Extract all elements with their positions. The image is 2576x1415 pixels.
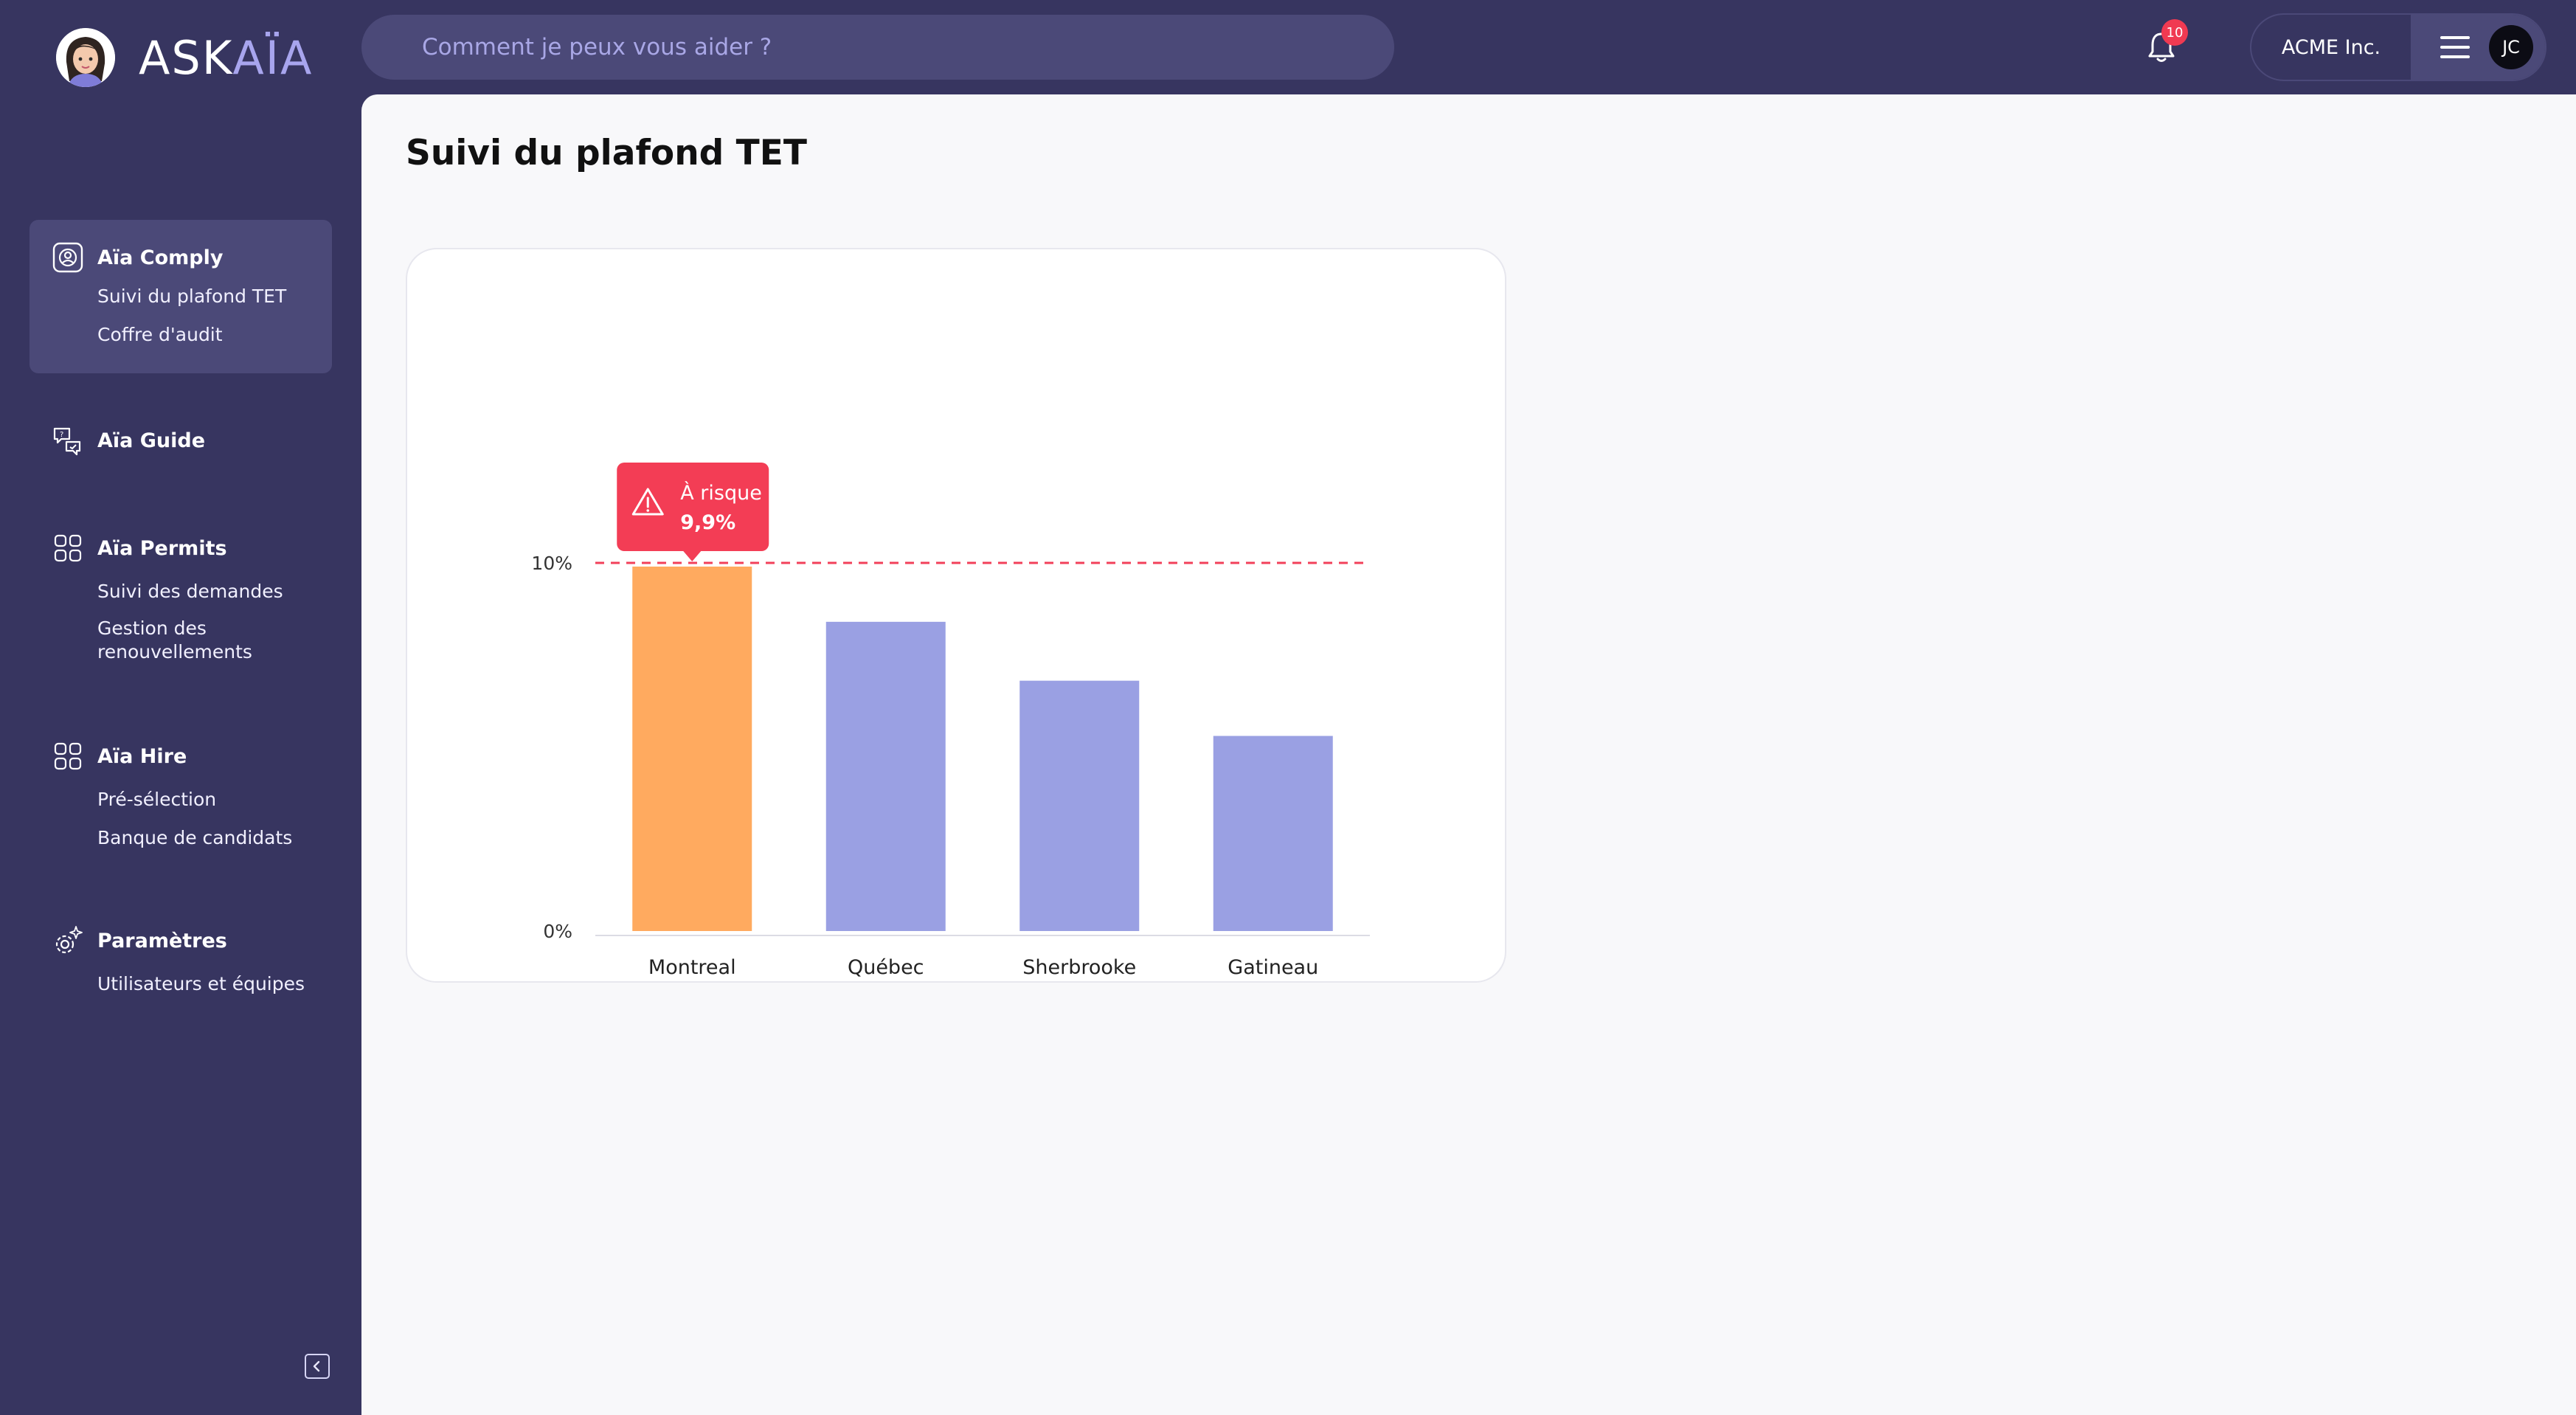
sidebar-item-aia-permits[interactable]: Aïa Permits [30,528,332,568]
y-tick-label: 0% [543,921,572,942]
main-content: Suivi du plafond TET 0% 10% Montreal Québec… [361,94,2576,1415]
grid-icon [54,534,82,562]
sidebar-group-parametres: Paramètres Utilisateurs et équipes [30,921,332,1009]
page-title: Suivi du plafond TET [406,133,807,173]
sidebar-item-pre-selection[interactable]: Pré-sélection [97,789,217,810]
sidebar-group-title: Paramètres [97,929,227,952]
user-avatar[interactable]: JC [2489,25,2533,69]
menu-icon[interactable] [2440,36,2470,58]
warning-icon [631,488,664,516]
risk-callout-label: À risque [680,481,762,505]
chat-bubbles-icon: ? [53,427,81,456]
bar-gatineau[interactable] [1213,736,1333,931]
bar-québec[interactable] [825,621,946,931]
warning-icon-dot [646,509,650,512]
sidebar-group-aia-guide: ? Aïa Guide [30,421,332,460]
x-tick-label: Montreal [648,956,736,979]
account-menu[interactable]: ACME Inc. JC [2250,13,2546,81]
bar-montreal[interactable] [632,566,752,931]
search-bar[interactable] [361,15,1394,80]
risk-callout[interactable] [617,463,769,551]
sidebar-item-suivi-plafond-tet[interactable]: Suivi du plafond TET [97,286,287,307]
sidebar-item-gestion-renouvellements[interactable]: Gestion des renouvellements [97,617,252,662]
sidebar-group-aia-comply: Aïa Comply Suivi du plafond TET Coffre d… [30,220,332,373]
search-input[interactable] [420,33,1394,61]
user-circle-icon [52,242,83,273]
account-actions: JC [2411,15,2545,80]
sidebar-group-title: Aïa Comply [97,246,224,269]
sidebar-item-parametres[interactable]: Paramètres [30,921,332,961]
sidebar-item-aia-hire[interactable]: Aïa Hire [30,736,332,776]
brand-name: ASKAÏA [139,30,314,85]
settings-gear-icon [55,926,83,954]
brand-avatar-icon [56,28,115,87]
svg-text:?: ? [60,431,63,439]
brand-logo[interactable]: ASKAÏA [56,27,313,89]
company-name[interactable]: ACME Inc. [2281,35,2381,59]
sidebar-group-aia-permits: Aïa Permits Suivi des demandes Gestion d… [30,528,332,676]
sidebar-item-banque-candidats[interactable]: Banque de candidats [97,827,293,848]
sidebar-item-aia-comply[interactable]: Aïa Comply [30,238,332,277]
y-tick-label: 10% [531,553,572,574]
sidebar-group-title: Aïa Permits [97,536,227,560]
risk-callout-value: 9,9% [680,511,735,534]
bar-sherbrooke[interactable] [1019,680,1140,931]
sidebar-group-aia-hire: Aïa Hire Pré-sélection Banque de candida… [30,736,332,863]
x-tick-label: Gatineau [1228,956,1318,979]
risk-callout-pointer [683,551,702,561]
collapse-sidebar-button[interactable] [305,1354,330,1379]
grid-icon [54,742,82,770]
x-tick-label: Québec [848,956,924,979]
sidebar-item-aia-guide[interactable]: ? Aïa Guide [30,421,332,460]
chevron-left-icon [313,1360,320,1372]
sidebar-group-title: Aïa Hire [97,744,187,768]
sidebar-item-utilisateurs-equipes[interactable]: Utilisateurs et équipes [97,973,305,994]
x-tick-label: Sherbrooke [1022,956,1136,979]
notification-count-badge: 10 [2161,19,2188,46]
sidebar-group-title: Aïa Guide [97,429,206,452]
sidebar-item-suivi-demandes[interactable]: Suivi des demandes [97,581,283,602]
sidebar-item-coffre-audit[interactable]: Coffre d'audit [97,324,223,345]
